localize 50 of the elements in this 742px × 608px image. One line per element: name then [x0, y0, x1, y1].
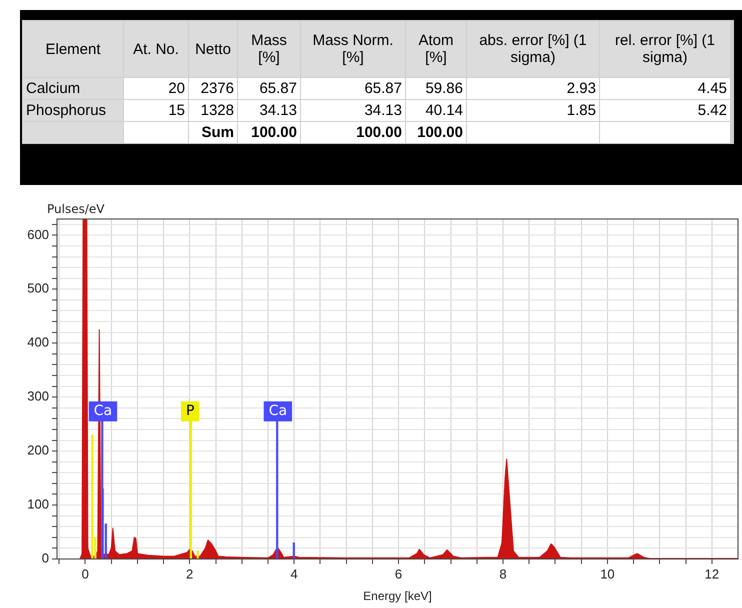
x-axis-title: Energy [keV] [363, 589, 432, 604]
x-tick-label: 4 [290, 566, 298, 582]
text: 100.00 [238, 122, 300, 143]
x-tick-label: 10 [600, 566, 615, 582]
text: abs. error [%] (1 sigma) [467, 21, 599, 77]
text: rel. error [%] (1 sigma) [600, 21, 730, 77]
text: 65.87 [301, 78, 405, 99]
x-tick-label: 12 [704, 566, 720, 582]
text: 34.13 [238, 100, 300, 121]
text: 100.00 [406, 122, 466, 143]
text: 65.87 [238, 78, 300, 99]
text: 100.00 [301, 122, 405, 143]
x-tick-label: 8 [499, 566, 507, 582]
bar [196, 550, 199, 559]
text: Phosphorus [23, 100, 123, 121]
text: 2.93 [467, 78, 599, 99]
bar [91, 434, 94, 559]
annotation: Ca [268, 403, 288, 420]
y-tick-label: 500 [27, 280, 49, 296]
text: 5.42 [600, 100, 730, 121]
y-tick-label: 600 [27, 226, 49, 242]
y-axis-title: Pulses/eV [47, 202, 106, 216]
text: Sum [189, 122, 237, 143]
text: Mass [%] [238, 21, 300, 77]
text: 4.45 [600, 78, 730, 99]
text: 40.14 [406, 100, 466, 121]
annotation: P [186, 403, 194, 420]
text: At. No. [124, 21, 188, 77]
text: 34.13 [301, 100, 405, 121]
text: Calcium [23, 78, 123, 99]
y-tick-label: 0 [42, 550, 49, 566]
text: 2376 [189, 78, 237, 99]
text: Element [23, 21, 123, 77]
text: Mass Norm. [%] [301, 21, 405, 77]
y-tick-label: 200 [27, 442, 49, 458]
y-tick-label: 300 [27, 388, 49, 404]
annotation: Ca [94, 403, 112, 420]
x-tick-label: 0 [82, 566, 89, 582]
x-tick-label: 2 [186, 566, 194, 582]
text: 1.85 [467, 100, 599, 121]
text: 1328 [189, 100, 237, 121]
y-tick-label: 400 [27, 334, 49, 350]
text: 15 [124, 100, 188, 121]
text: 20 [124, 78, 188, 99]
y-tick-label: 100 [27, 496, 49, 512]
text: 59.86 [406, 78, 466, 99]
text: Atom [%] [406, 21, 466, 77]
x-tick-label: 6 [394, 566, 402, 582]
text: Netto [189, 21, 237, 77]
bar [292, 542, 295, 559]
